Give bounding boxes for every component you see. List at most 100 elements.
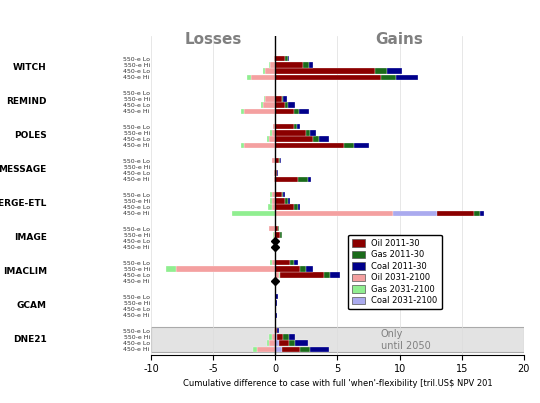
Bar [272,204,275,210]
Bar [166,266,176,272]
Bar [275,347,282,352]
Bar [381,75,396,80]
X-axis label: Cumulative difference to case with full 'when'-flexibility [tril.US$ NPV 201: Cumulative difference to case with full … [183,378,492,388]
Bar [298,177,308,182]
Bar [282,347,300,352]
Bar [176,266,275,272]
Text: GCAM: GCAM [17,301,47,310]
Text: MERGE-ETL: MERGE-ETL [0,199,47,208]
Bar [296,124,300,129]
Bar [275,56,285,61]
Bar [288,198,291,204]
Bar [275,204,294,210]
Bar [299,108,309,114]
Bar [241,108,244,114]
Bar [308,177,312,182]
Bar [294,260,298,266]
Bar [275,341,279,346]
Bar [294,204,298,210]
Bar [264,96,266,102]
Bar [271,260,272,266]
Bar [279,272,280,278]
Bar [275,300,276,305]
Bar [319,136,329,142]
Bar [310,130,316,135]
Bar [307,266,313,272]
Bar [307,130,310,135]
Bar [275,158,279,163]
Bar [303,62,309,68]
Text: REMIND: REMIND [6,98,47,106]
Bar [271,198,272,204]
Bar [244,108,275,114]
Bar [282,96,284,102]
Bar [275,198,285,204]
Bar [274,56,275,61]
Bar [271,192,272,197]
Bar [274,328,275,333]
Bar [280,272,324,278]
Bar [294,124,296,129]
Text: Losses: Losses [185,32,242,47]
Bar [251,75,275,80]
Bar [274,232,275,238]
Bar [277,170,278,176]
Bar [272,260,275,266]
Text: Gains: Gains [376,32,423,47]
Bar [269,334,272,340]
Bar [275,210,393,216]
Bar [324,272,330,278]
Bar [275,75,381,80]
Bar [396,75,418,80]
Bar [279,341,289,346]
Bar [151,328,524,353]
Bar [247,75,251,80]
Bar [232,210,275,216]
Bar [274,177,275,182]
Bar [480,210,484,216]
Bar [437,210,474,216]
Text: MESSAGE: MESSAGE [0,166,47,174]
Bar [330,272,340,278]
Bar [271,130,272,135]
Bar [275,226,278,231]
Bar [275,192,282,197]
Bar [354,143,368,148]
Bar [268,204,272,210]
Bar [275,136,313,142]
Bar [275,130,307,135]
Text: DNE21: DNE21 [13,335,47,345]
Bar [267,341,269,346]
Bar [257,347,275,352]
Bar [275,312,276,318]
Bar [284,96,287,102]
Text: IMACLIM: IMACLIM [3,268,47,276]
Bar [295,341,308,346]
Bar [279,158,280,163]
Bar [282,192,283,197]
Bar [275,62,303,68]
Bar [387,69,402,74]
Bar [288,102,295,108]
Text: POLES: POLES [14,131,47,141]
Bar [275,334,276,340]
Bar [275,108,294,114]
Bar [309,62,313,68]
Bar [276,328,277,333]
Bar [273,232,274,238]
Bar [310,347,329,352]
Bar [272,334,275,340]
Bar [289,341,295,346]
Bar [267,136,269,142]
Text: IMAGE: IMAGE [14,233,47,243]
Bar [274,170,275,176]
Bar [269,62,271,68]
Bar [275,328,276,333]
Bar [288,56,289,61]
Bar [275,294,278,299]
Bar [276,334,283,340]
Text: Only
until 2050: Only until 2050 [381,329,431,351]
Bar [300,347,310,352]
Bar [275,266,300,272]
Bar [275,102,285,108]
